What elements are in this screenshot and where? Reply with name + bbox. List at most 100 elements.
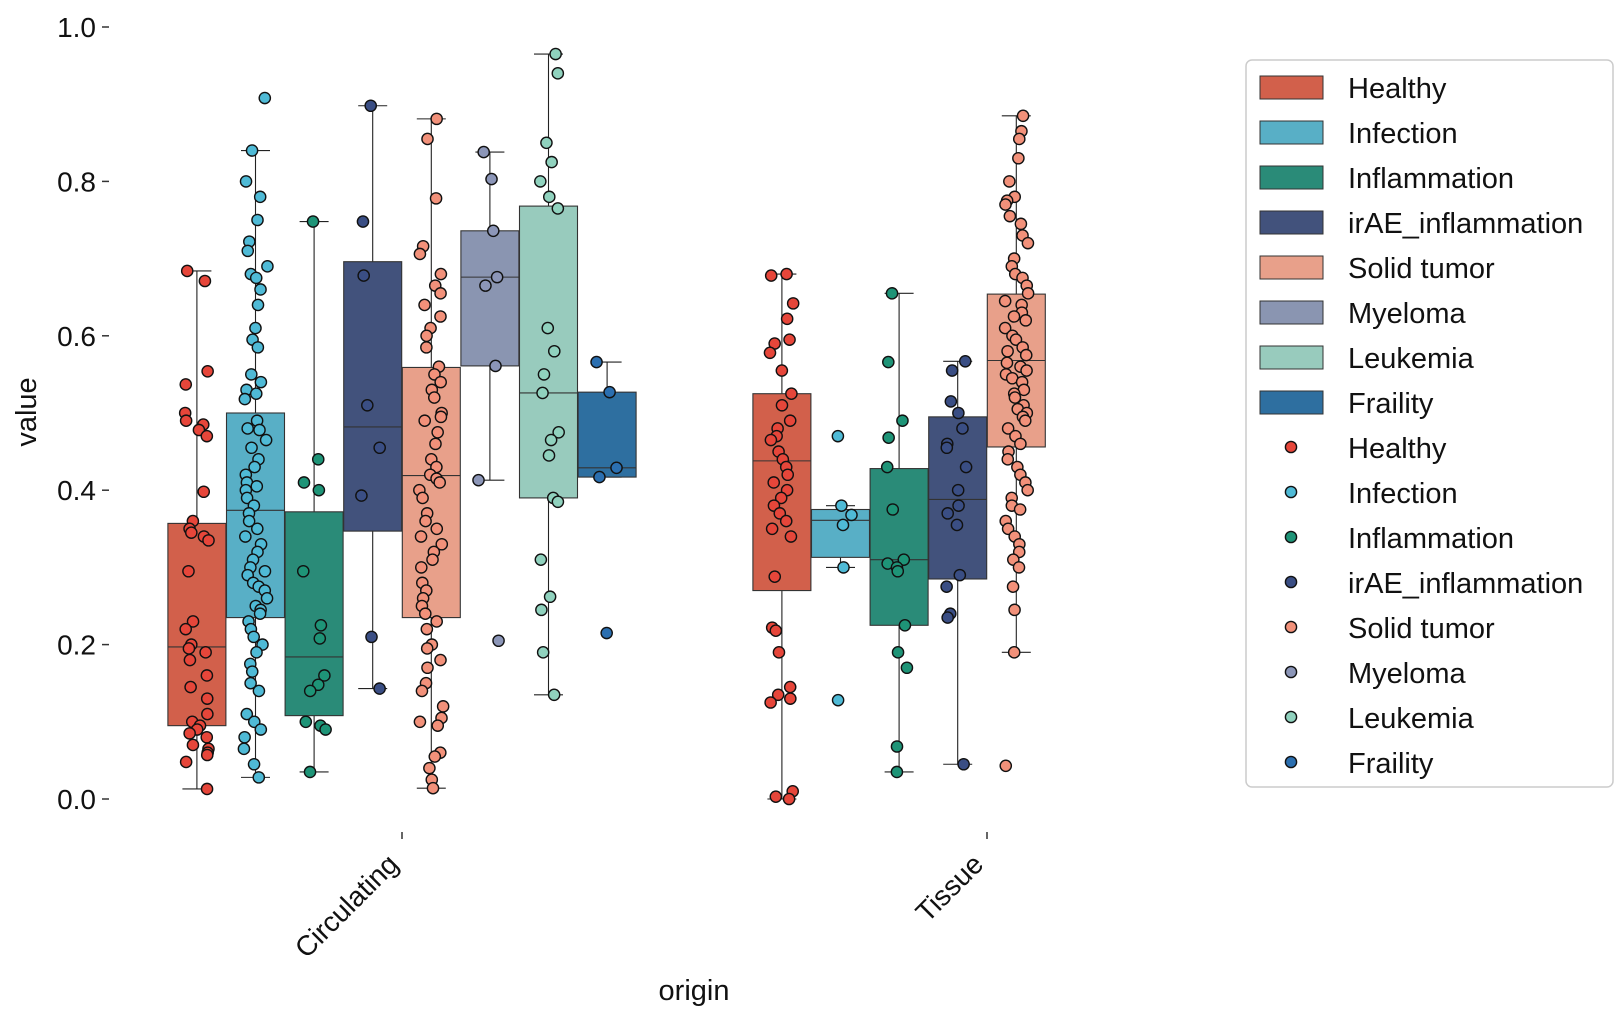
data-point [545, 155, 558, 169]
y-tick-label: 0.0 [57, 784, 96, 815]
data-point [940, 580, 953, 594]
data-point [254, 283, 267, 296]
data-point [357, 269, 370, 282]
legend-label: Fraility [1348, 388, 1434, 420]
data-point [941, 507, 955, 520]
data-point [413, 247, 427, 261]
data-point [434, 287, 447, 300]
data-point [958, 354, 972, 368]
box-circulating-irae-inflammation [343, 105, 403, 690]
data-point [180, 264, 194, 278]
box-body [810, 508, 871, 558]
data-point [1012, 561, 1026, 574]
data-point [534, 175, 547, 188]
y-tick-label: 1.0 [57, 12, 96, 43]
data-point [1019, 314, 1033, 327]
data-point [244, 676, 257, 690]
points-circulating-irae-inflammation [355, 99, 386, 695]
data-point [179, 622, 193, 636]
data-point [314, 619, 328, 632]
legend-swatch [1259, 75, 1324, 100]
legend-swatch [1259, 120, 1324, 145]
data-point [784, 530, 798, 543]
box-body [869, 468, 929, 626]
box-circulating-solid-tumor [401, 118, 461, 789]
box-circulating-myeloma [460, 151, 520, 481]
data-point [771, 688, 785, 702]
data-point [1001, 422, 1015, 435]
data-point [1016, 109, 1030, 123]
data-point [534, 553, 548, 566]
data-point [430, 522, 444, 536]
data-point [258, 91, 272, 105]
data-point [1020, 364, 1033, 377]
data-point [241, 244, 255, 258]
data-point [1013, 503, 1027, 516]
data-point [835, 499, 848, 512]
data-point [780, 312, 794, 326]
data-point [253, 607, 267, 621]
legend-label: Myeloma [1348, 658, 1467, 690]
data-point [249, 271, 263, 285]
legend-marker [1284, 440, 1298, 454]
data-point [535, 603, 548, 617]
data-point [890, 765, 904, 779]
data-point [253, 423, 266, 437]
data-point [373, 682, 386, 695]
data-point [355, 489, 368, 502]
data-point [783, 414, 797, 428]
data-point [200, 730, 214, 744]
data-point [764, 696, 777, 709]
data-point [953, 568, 967, 582]
data-point [786, 297, 800, 310]
legend-box-healthy: Healthy [1259, 73, 1447, 105]
data-point [882, 355, 895, 369]
data-point [418, 414, 431, 428]
points-circulating-solid-tumor [413, 112, 450, 795]
data-point [434, 653, 447, 667]
data-point [1001, 453, 1015, 466]
points-circulating-infection [237, 91, 274, 784]
data-point [238, 730, 251, 744]
legend-label: Leukemia [1348, 703, 1475, 735]
data-point [251, 213, 264, 227]
data-point [434, 267, 448, 281]
data-point [242, 514, 256, 528]
data-point [364, 99, 378, 113]
data-point [768, 570, 782, 583]
data-point [421, 132, 434, 146]
data-point [365, 630, 378, 644]
data-point [318, 669, 331, 682]
data-point [434, 375, 447, 389]
data-point [427, 391, 441, 404]
legend-box-solid-tumor: Solid tumor [1259, 253, 1495, 285]
data-point [780, 267, 793, 281]
data-point [297, 476, 311, 489]
legend-box-irae-inflammation: irAE_inflammation [1259, 208, 1583, 240]
data-point [421, 661, 434, 675]
data-point [245, 665, 259, 678]
data-point [552, 425, 565, 439]
data-point [1007, 646, 1021, 659]
data-point [1001, 344, 1014, 358]
legend-swatch [1259, 255, 1324, 280]
data-point [900, 661, 914, 675]
data-point [593, 470, 606, 484]
legend-swatch [1259, 210, 1324, 235]
data-point [198, 274, 212, 288]
legend-box-inflammation: Inflammation [1259, 163, 1514, 195]
data-point [418, 607, 432, 621]
legend-point-inflammation: Inflammation [1284, 523, 1514, 555]
x-tick-label-tissue: Tissue [910, 848, 990, 928]
data-point [429, 192, 443, 205]
legend-label: Solid tumor [1348, 613, 1495, 645]
data-point [489, 359, 502, 373]
box-body [577, 391, 637, 478]
data-point [764, 269, 778, 282]
data-point [763, 346, 777, 360]
points-circulating-healthy [178, 264, 215, 796]
data-point [486, 224, 500, 238]
boxes-layer [167, 53, 1046, 800]
data-point [186, 615, 200, 628]
